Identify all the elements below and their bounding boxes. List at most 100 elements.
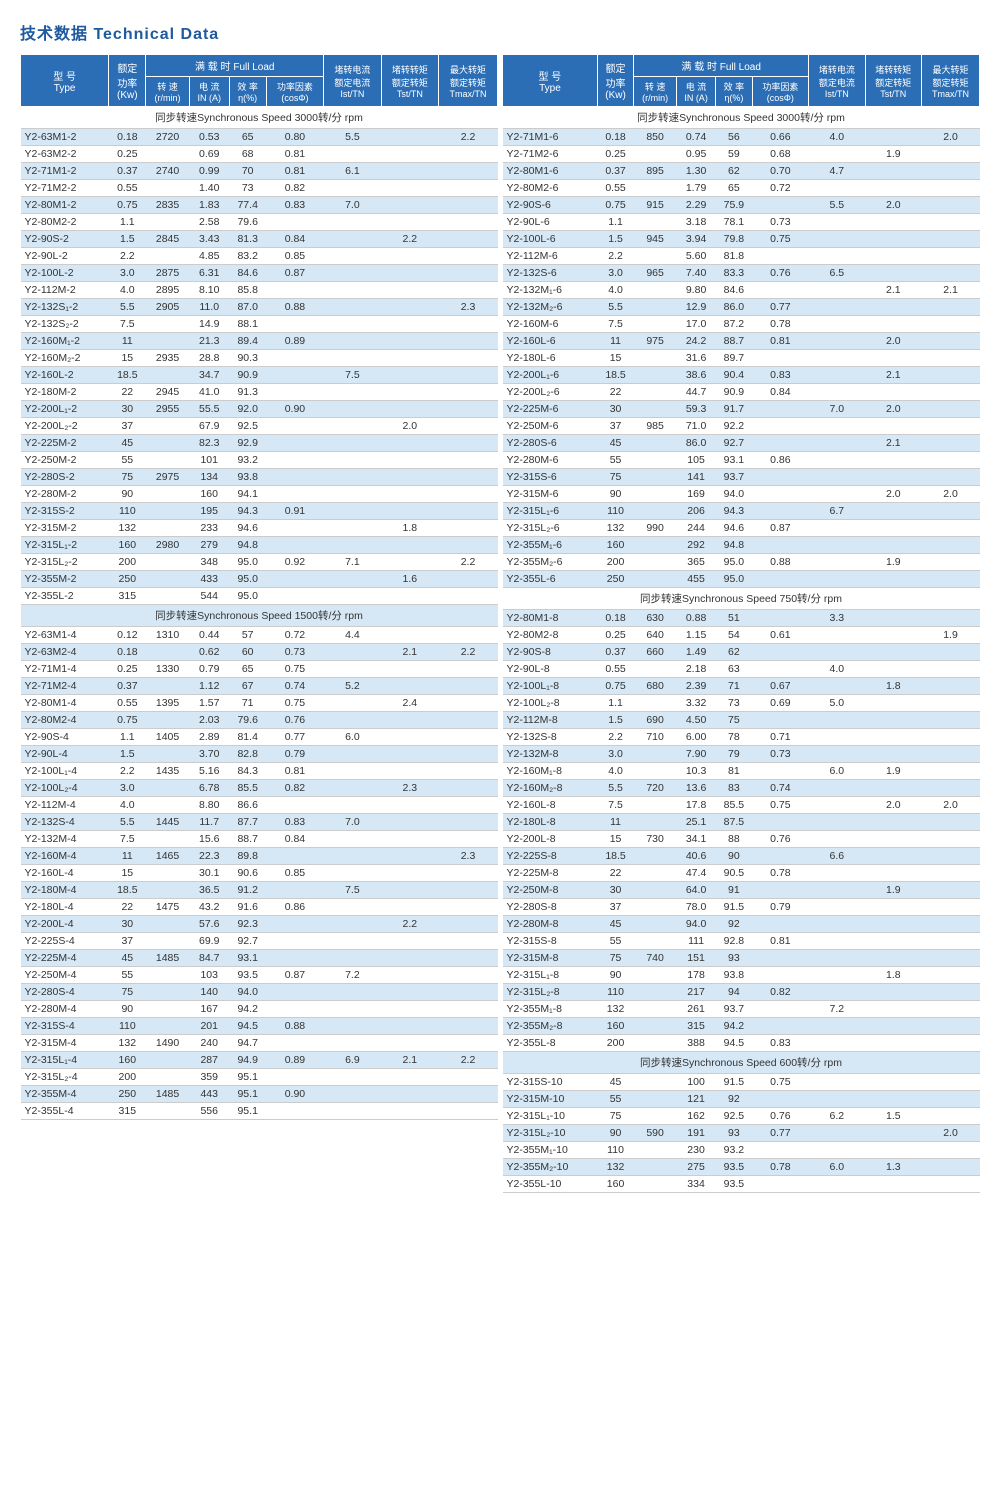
cell-type: Y2-90S-4 <box>21 729 109 746</box>
cell-eff: 75 <box>716 712 752 729</box>
cell-current: 160 <box>189 486 229 503</box>
cell-tst <box>865 350 921 367</box>
cell-ist <box>809 384 865 401</box>
cell-tst <box>381 1001 438 1018</box>
cell-current: 1.83 <box>189 197 229 214</box>
cell-pf <box>266 984 323 1001</box>
cell-eff: 88 <box>716 831 752 848</box>
table-row: Y2-355L-2 315 544 95.0 <box>21 588 498 605</box>
cell-power: 1.1 <box>597 695 633 712</box>
cell-eff: 81.8 <box>716 248 752 265</box>
cell-tst <box>381 299 438 316</box>
cell-tst <box>865 950 921 967</box>
cell-current: 43.2 <box>189 899 229 916</box>
cell-current: 1.40 <box>189 180 229 197</box>
cell-tmax <box>922 248 980 265</box>
cell-tmax <box>439 1018 498 1035</box>
cell-power: 22 <box>109 384 146 401</box>
cell-eff: 92.5 <box>716 1108 752 1125</box>
cell-eff: 93.7 <box>716 1001 752 1018</box>
cell-speed <box>146 831 189 848</box>
cell-tmax <box>922 933 980 950</box>
cell-power: 30 <box>597 401 633 418</box>
cell-speed <box>634 214 677 231</box>
cell-speed <box>146 571 189 588</box>
cell-pf: 0.61 <box>752 627 808 644</box>
table-row: Y2-280M-4 90 167 94.2 <box>21 1001 498 1018</box>
cell-power: 3.0 <box>109 265 146 282</box>
table-row: Y2-200L₁-6 18.5 38.6 90.4 0.83 2.1 <box>503 367 980 384</box>
cell-tst <box>865 1018 921 1035</box>
table-row: Y2-90L-8 0.55 2.18 63 4.0 <box>503 661 980 678</box>
hdr-type: 型 号Type <box>21 55 109 107</box>
cell-tst <box>865 248 921 265</box>
cell-ist <box>809 435 865 452</box>
hdr-current: 电 流IN (A) <box>189 77 229 107</box>
cell-tmax <box>922 882 980 899</box>
cell-current: 0.74 <box>676 129 715 146</box>
cell-current: 167 <box>189 1001 229 1018</box>
cell-pf <box>752 882 808 899</box>
cell-power: 15 <box>109 865 146 882</box>
cell-eff: 91.7 <box>716 401 752 418</box>
cell-speed: 1485 <box>146 1086 189 1103</box>
cell-power: 15 <box>597 350 633 367</box>
cell-type: Y2-315L₁-4 <box>21 1052 109 1069</box>
cell-current: 6.78 <box>189 780 229 797</box>
table-row: Y2-100L₂-8 1.1 3.32 73 0.69 5.0 <box>503 695 980 712</box>
cell-speed <box>634 1001 677 1018</box>
cell-type: Y2-80M1-6 <box>503 163 598 180</box>
table-row: Y2-100L₁-8 0.75 680 2.39 71 0.67 1.8 <box>503 678 980 695</box>
cell-tst <box>381 248 438 265</box>
cell-pf: 0.81 <box>752 333 808 350</box>
cell-eff: 90 <box>716 848 752 865</box>
cell-type: Y2-71M1-6 <box>503 129 598 146</box>
cell-current: 5.60 <box>676 248 715 265</box>
cell-tst <box>381 1018 438 1035</box>
cell-eff: 51 <box>716 610 752 627</box>
cell-eff: 81.3 <box>229 231 266 248</box>
cell-type: Y2-355M₂-6 <box>503 554 598 571</box>
cell-tst: 2.0 <box>865 486 921 503</box>
cell-speed: 640 <box>634 627 677 644</box>
cell-pf <box>752 197 808 214</box>
cell-tst <box>865 265 921 282</box>
cell-eff: 62 <box>716 644 752 661</box>
cell-ist <box>809 214 865 231</box>
cell-ist <box>809 729 865 746</box>
table-row: Y2-225M-6 30 59.3 91.7 7.0 2.0 <box>503 401 980 418</box>
cell-power: 37 <box>597 899 633 916</box>
cell-current: 59.3 <box>676 401 715 418</box>
table-row: Y2-315L₁-8 90 178 93.8 1.8 <box>503 967 980 984</box>
cell-ist: 7.2 <box>809 1001 865 1018</box>
cell-eff: 92.7 <box>716 435 752 452</box>
cell-current: 22.3 <box>189 848 229 865</box>
cell-power: 0.55 <box>597 661 633 678</box>
table-row: Y2-315L₂-8 110 217 94 0.82 <box>503 984 980 1001</box>
cell-speed <box>146 554 189 571</box>
cell-tmax <box>439 695 498 712</box>
table-row: Y2-280S-2 75 2975 134 93.8 <box>21 469 498 486</box>
cell-power: 4.0 <box>597 282 633 299</box>
cell-ist <box>809 678 865 695</box>
table-row: Y2-315S-10 45 100 91.5 0.75 <box>503 1074 980 1091</box>
cell-current: 8.10 <box>189 282 229 299</box>
cell-speed <box>634 695 677 712</box>
cell-eff: 93.2 <box>229 452 266 469</box>
cell-eff: 90.9 <box>229 367 266 384</box>
cell-current: 17.8 <box>676 797 715 814</box>
cell-type: Y2-250M-2 <box>21 452 109 469</box>
cell-type: Y2-250M-6 <box>503 418 598 435</box>
cell-current: 544 <box>189 588 229 605</box>
table-row: Y2-80M1-2 0.75 2835 1.83 77.4 0.83 7.0 <box>21 197 498 214</box>
cell-eff: 73 <box>229 180 266 197</box>
cell-pf <box>266 435 323 452</box>
cell-eff: 90.5 <box>716 865 752 882</box>
table-row: Y2-132M₁-6 4.0 9.80 84.6 2.1 2.1 <box>503 282 980 299</box>
cell-speed <box>634 882 677 899</box>
cell-tmax <box>922 537 980 554</box>
cell-ist <box>324 848 381 865</box>
cell-power: 15 <box>109 350 146 367</box>
cell-tst <box>865 916 921 933</box>
cell-tst <box>865 610 921 627</box>
